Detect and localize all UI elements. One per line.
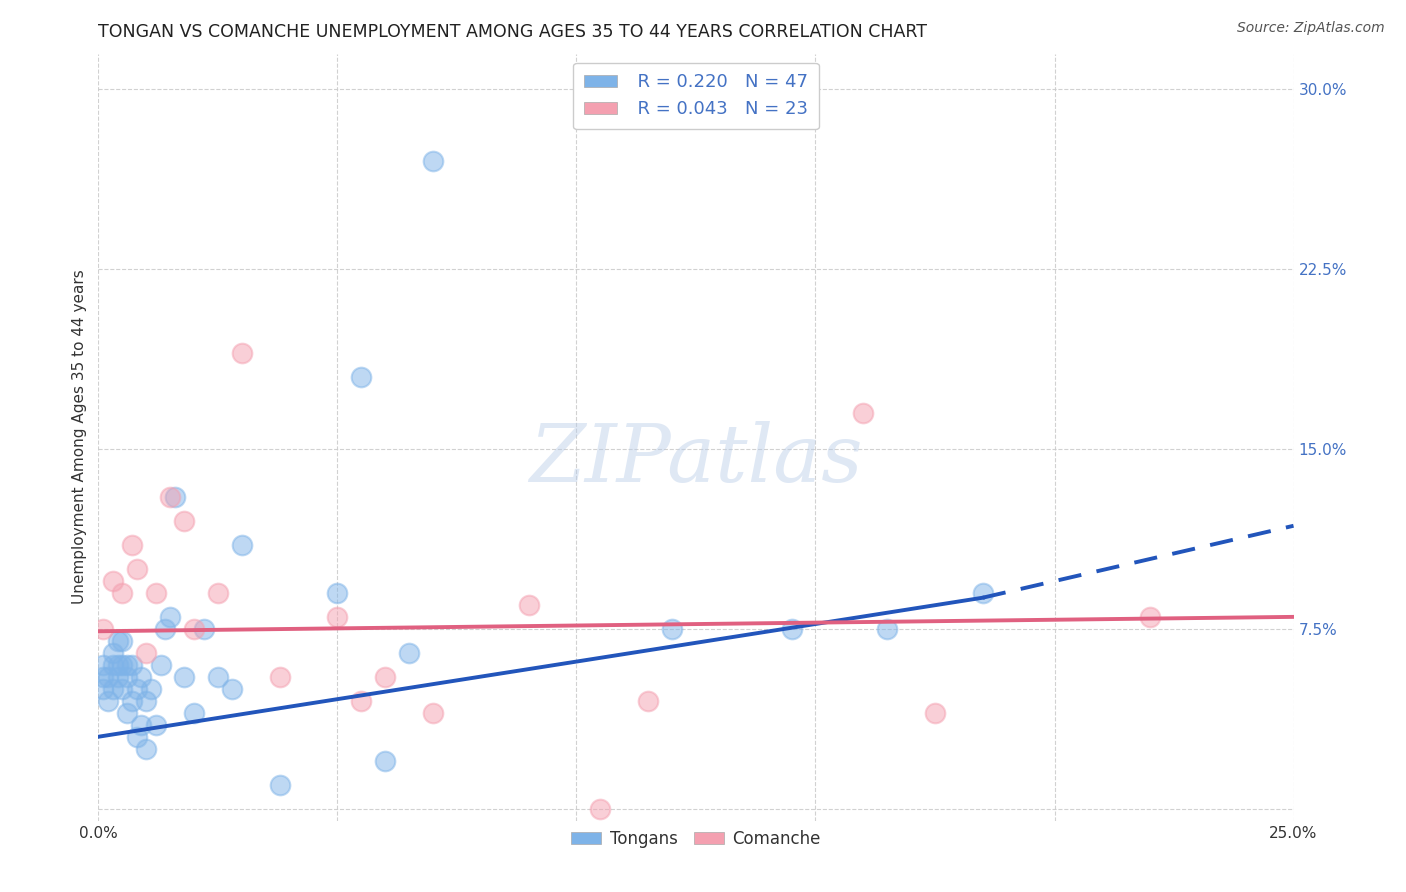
Point (422, 706, 444, 720)
Point (125, 562, 148, 576)
Point (135, 741, 157, 756)
Point (398, 646, 420, 660)
Point (183, 706, 205, 720)
Point (145, 717, 167, 731)
Point (111, 657, 134, 672)
Point (131, 670, 153, 684)
Point (231, 538, 253, 552)
Point (589, 802, 612, 816)
Point (149, 657, 172, 672)
Point (131, 717, 153, 731)
Point (374, 670, 396, 684)
Point (101, 681, 124, 696)
Point (115, 670, 138, 684)
Point (350, 370, 373, 384)
Point (91, 657, 114, 672)
Point (125, 681, 148, 696)
Point (517, 598, 540, 612)
Legend: Tongans, Comanche: Tongans, Comanche (565, 823, 827, 855)
Point (111, 586, 134, 600)
Text: Source: ZipAtlas.com: Source: ZipAtlas.com (1237, 21, 1385, 35)
Point (374, 754, 396, 768)
Point (101, 657, 124, 672)
Point (121, 694, 143, 708)
Point (326, 586, 349, 600)
Point (101, 574, 124, 588)
Text: ZIPatlas: ZIPatlas (529, 421, 863, 499)
Point (163, 490, 186, 504)
Point (101, 646, 124, 660)
Point (852, 406, 875, 420)
Point (159, 610, 181, 624)
Text: TONGAN VS COMANCHE UNEMPLOYMENT AMONG AGES 35 TO 44 YEARS CORRELATION CHART: TONGAN VS COMANCHE UNEMPLOYMENT AMONG AG… (98, 23, 928, 41)
Point (115, 706, 138, 720)
Point (637, 694, 659, 708)
Point (115, 657, 138, 672)
Point (661, 622, 683, 636)
Point (97, 670, 120, 684)
Point (91, 681, 114, 696)
Point (107, 633, 129, 648)
Point (121, 538, 143, 552)
Y-axis label: Unemployment Among Ages 35 to 44 years: Unemployment Among Ages 35 to 44 years (72, 269, 87, 605)
Point (207, 670, 229, 684)
Point (173, 514, 195, 528)
Point (111, 633, 134, 648)
Point (326, 610, 349, 624)
Point (121, 657, 143, 672)
Point (125, 730, 148, 744)
Point (1139, 610, 1161, 624)
Point (269, 670, 291, 684)
Point (183, 622, 205, 636)
Point (221, 681, 243, 696)
Point (145, 586, 167, 600)
Point (924, 706, 946, 720)
Point (91, 622, 114, 636)
Point (159, 490, 181, 504)
Point (269, 778, 291, 792)
Point (139, 681, 162, 696)
Point (107, 657, 129, 672)
Point (972, 586, 994, 600)
Point (231, 346, 253, 360)
Point (111, 681, 134, 696)
Point (97, 694, 120, 708)
Point (135, 694, 157, 708)
Point (173, 670, 195, 684)
Point (91, 670, 114, 684)
Point (422, 154, 444, 169)
Point (135, 646, 157, 660)
Point (193, 622, 215, 636)
Point (780, 622, 803, 636)
Point (876, 622, 898, 636)
Point (155, 622, 177, 636)
Point (207, 586, 229, 600)
Point (107, 670, 129, 684)
Point (350, 694, 373, 708)
